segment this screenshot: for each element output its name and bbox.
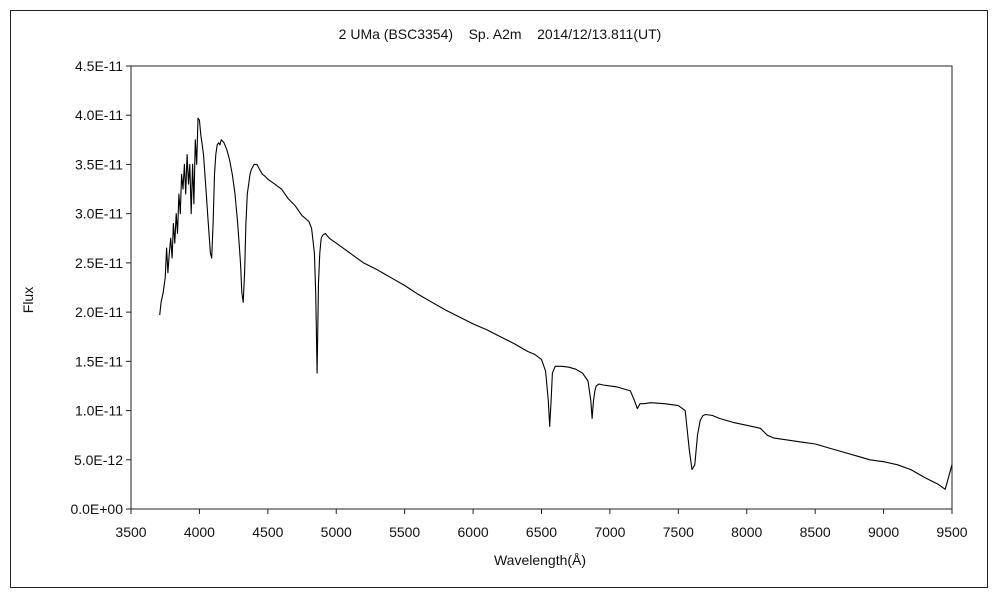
x-axis-label: Wavelength(Å) [493, 552, 587, 568]
chart-frame [10, 10, 988, 588]
x-tick-label: 6000 [458, 524, 489, 540]
chart-title: 2 UMa (BSC3354) Sp. A2m 2014/12/13.811(U… [338, 26, 662, 42]
y-tick-label: 3.0E-11 [75, 206, 123, 222]
x-tick-label: 8000 [731, 524, 762, 540]
y-tick-label: 1.0E-11 [75, 403, 123, 419]
y-tick-label: 2.0E-11 [75, 304, 123, 320]
y-tick-label: 4.5E-11 [75, 58, 123, 74]
x-tick-label: 4500 [252, 524, 283, 540]
x-tick-label: 4000 [184, 524, 215, 540]
x-tick-label: 9500 [936, 524, 967, 540]
y-tick-label: 3.5E-11 [75, 156, 123, 172]
x-tick-label: 9000 [868, 524, 899, 540]
x-tick-label: 3500 [115, 524, 146, 540]
spectrum-line [159, 117, 953, 490]
y-tick-label: 1.5E-11 [75, 353, 123, 369]
y-axis-ticks: 0.0E+00 5.0E-12 1.0E-11 1.5E-11 2.0E-11 2.5E-… [70, 58, 131, 517]
x-tick-label: 7500 [663, 524, 694, 540]
x-tick-label: 6500 [526, 524, 557, 540]
x-tick-label: 7000 [594, 524, 625, 540]
y-tick-label: 2.5E-11 [75, 255, 123, 271]
x-tick-label: 5500 [389, 524, 420, 540]
y-tick-label: 5.0E-12 [74, 452, 123, 468]
y-tick-label: 4.0E-11 [75, 107, 123, 123]
y-tick-label: 0.0E+00 [70, 501, 123, 517]
x-tick-label: 8500 [800, 524, 831, 540]
x-axis-ticks: 3500 4000 4500 5000 5500 6000 6500 7000 7500 8000… [115, 509, 968, 540]
plot-area [130, 65, 953, 510]
x-tick-label: 5000 [321, 524, 352, 540]
